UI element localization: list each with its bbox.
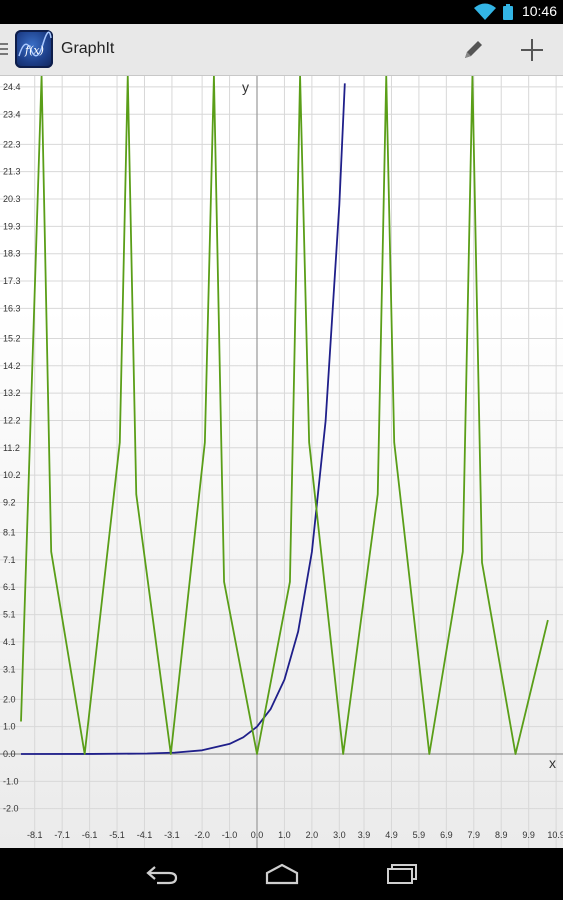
y-tick-label: -2.0 xyxy=(3,804,19,814)
plus-icon xyxy=(521,39,543,61)
x-tick-labels: -8.1 -7.1 -6.1 -5.1 -4.1 -3.1 -2.0 -1.0 0.0 1.0 2.… xyxy=(27,830,563,840)
y-tick-label: 19.3 xyxy=(3,221,21,231)
app-logo-text: f(x) xyxy=(24,44,44,57)
x-tick-label: -1.0 xyxy=(222,830,238,840)
x-tick-label: -3.1 xyxy=(164,830,180,840)
back-button[interactable] xyxy=(137,860,187,888)
x-tick-label: -2.0 xyxy=(194,830,210,840)
y-tick-label: 6.1 xyxy=(3,582,16,592)
y-tick-label: 22.3 xyxy=(3,139,21,149)
y-tick-label: 13.2 xyxy=(3,388,21,398)
y-tick-label: 0.0 xyxy=(3,749,16,759)
y-tick-label: 2.0 xyxy=(3,694,16,704)
navigation-bar xyxy=(0,848,563,900)
app-logo[interactable]: f(x) xyxy=(15,30,53,68)
y-tick-label: 1.0 xyxy=(3,722,16,732)
y-tick-label: 12.2 xyxy=(3,415,21,425)
y-tick-label: 18.3 xyxy=(3,249,21,259)
y-tick-label: 15.2 xyxy=(3,333,21,343)
edit-button[interactable] xyxy=(457,34,489,66)
x-tick-label: -4.1 xyxy=(137,830,153,840)
x-tick-label: -5.1 xyxy=(109,830,125,840)
grid-horizontal xyxy=(0,86,563,810)
function-plot[interactable]: -8.1 -7.1 -6.1 -5.1 -4.1 -3.1 -2.0 -1.0 0.0 1.0 2.… xyxy=(0,76,563,848)
home-button[interactable] xyxy=(257,860,307,888)
x-tick-label: 1.0 xyxy=(278,830,291,840)
x-tick-label: 7.9 xyxy=(468,830,481,840)
y-tick-label: 5.1 xyxy=(3,610,16,620)
y-tick-label: 10.2 xyxy=(3,470,21,480)
graph-canvas[interactable]: -8.1 -7.1 -6.1 -5.1 -4.1 -3.1 -2.0 -1.0 0.0 1.0 2.… xyxy=(0,76,563,848)
x-tick-label: -8.1 xyxy=(27,830,43,840)
y-tick-label: 9.2 xyxy=(3,497,16,507)
x-tick-label: 8.9 xyxy=(495,830,508,840)
battery-icon xyxy=(503,4,513,20)
y-tick-label: 11.2 xyxy=(3,443,20,453)
y-tick-labels: -2.0 -1.0 0.0 1.0 2.0 3.1 4.1 5.1 6.1 7.1 8.1 9.2 10… xyxy=(3,82,21,814)
x-tick-label: 9.9 xyxy=(522,830,535,840)
grid-vertical xyxy=(34,76,557,848)
x-tick-label: 10.9 xyxy=(547,830,563,840)
y-tick-label: 14.2 xyxy=(3,361,21,371)
series-line-0 xyxy=(20,83,346,755)
x-tick-label: -6.1 xyxy=(82,830,98,840)
action-bar: f(x) GraphIt xyxy=(0,24,563,76)
status-bar: 10:46 xyxy=(0,0,563,24)
y-tick-label: 24.4 xyxy=(3,82,21,92)
status-time: 10:46 xyxy=(521,3,557,19)
wifi-icon xyxy=(474,3,496,20)
menu-indicator-icon[interactable] xyxy=(0,42,9,56)
y-tick-label: 17.3 xyxy=(3,276,21,286)
y-tick-label: 8.1 xyxy=(3,528,16,538)
recents-button[interactable] xyxy=(377,860,427,888)
x-tick-label: -7.1 xyxy=(54,830,70,840)
y-tick-label: 20.3 xyxy=(3,194,21,204)
y-tick-label: 4.1 xyxy=(3,637,16,647)
pencil-icon xyxy=(465,41,482,58)
recents-icon xyxy=(387,864,417,884)
x-axis-label: x xyxy=(549,755,556,771)
y-tick-label: 7.1 xyxy=(3,555,16,565)
home-icon xyxy=(265,863,299,885)
x-tick-label: 6.9 xyxy=(440,830,453,840)
x-tick-label: 3.0 xyxy=(333,830,346,840)
y-axis-label: y xyxy=(242,79,249,95)
x-tick-label: 0.0 xyxy=(251,830,264,840)
back-icon xyxy=(146,866,178,885)
series-line-1 xyxy=(20,76,549,755)
app-title: GraphIt xyxy=(61,40,115,57)
y-tick-label: -1.0 xyxy=(3,776,19,786)
app-logo-graphic: f(x) xyxy=(18,31,52,57)
series-layer xyxy=(20,76,549,755)
y-tick-label: 23.4 xyxy=(3,109,21,119)
add-button[interactable] xyxy=(516,34,548,66)
x-tick-label: 5.9 xyxy=(413,830,426,840)
y-tick-label: 3.1 xyxy=(3,664,16,674)
x-tick-label: 2.0 xyxy=(306,830,319,840)
x-tick-label: 4.9 xyxy=(385,830,398,840)
x-tick-label: 3.9 xyxy=(358,830,371,840)
y-tick-label: 21.3 xyxy=(3,167,21,177)
y-tick-label: 16.3 xyxy=(3,303,21,313)
